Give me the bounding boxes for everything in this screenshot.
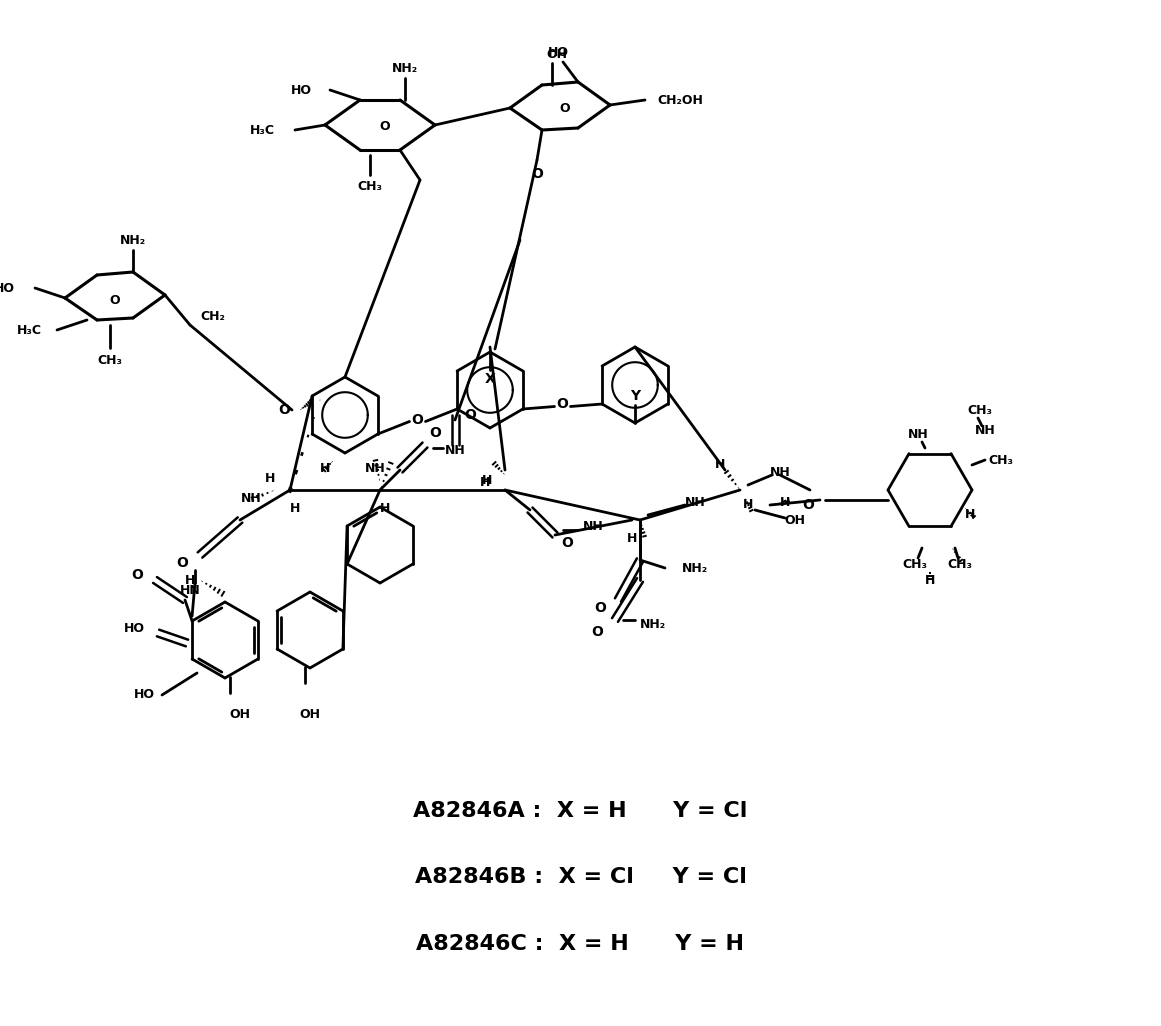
Text: O: O: [109, 293, 121, 307]
Text: H: H: [479, 475, 490, 488]
Text: H: H: [965, 509, 975, 521]
Text: NH: NH: [583, 520, 604, 534]
Text: O: O: [131, 568, 143, 582]
Text: HN: HN: [180, 584, 201, 596]
Text: H: H: [265, 472, 275, 484]
Text: O: O: [591, 625, 603, 639]
Text: Y: Y: [630, 389, 640, 403]
Text: O: O: [411, 412, 424, 427]
Text: O: O: [556, 397, 569, 411]
Text: H: H: [715, 459, 726, 472]
Text: NH: NH: [241, 491, 262, 505]
Text: CH₂: CH₂: [200, 311, 225, 323]
Text: OH: OH: [230, 709, 251, 721]
Text: NH₂: NH₂: [120, 235, 146, 247]
Text: HO: HO: [134, 688, 156, 702]
Text: H: H: [780, 496, 791, 509]
Text: CH₃: CH₃: [988, 453, 1014, 467]
Text: O: O: [560, 102, 570, 115]
Text: H: H: [925, 574, 936, 587]
Text: O: O: [531, 167, 543, 181]
Text: O: O: [464, 408, 476, 422]
Text: O: O: [430, 426, 441, 440]
Text: H: H: [482, 474, 492, 486]
Text: H: H: [743, 499, 753, 512]
Text: H: H: [185, 574, 195, 587]
Text: OH: OH: [785, 513, 806, 526]
Text: H₃C: H₃C: [17, 323, 42, 337]
Text: HO: HO: [124, 622, 145, 634]
Text: NH: NH: [974, 424, 995, 436]
Text: CH₃: CH₃: [358, 181, 382, 194]
Text: NH₂: NH₂: [682, 561, 708, 575]
Text: NH: NH: [685, 496, 706, 509]
Text: NH: NH: [445, 443, 466, 457]
Text: O: O: [279, 403, 290, 417]
Text: NH: NH: [365, 462, 385, 474]
Text: O: O: [594, 601, 606, 615]
Text: X: X: [484, 372, 496, 386]
Text: HO: HO: [0, 281, 15, 294]
Text: A82846C :  X = H      Y = H: A82846C : X = H Y = H: [417, 934, 744, 954]
Text: O: O: [380, 120, 390, 133]
Text: NH₂: NH₂: [392, 63, 418, 76]
Text: H: H: [627, 531, 637, 545]
Text: A82846B :  X = Cl     Y = Cl: A82846B : X = Cl Y = Cl: [414, 867, 747, 887]
Text: H: H: [319, 462, 330, 474]
Text: O: O: [561, 536, 572, 550]
Text: H: H: [290, 502, 301, 514]
Text: HO: HO: [548, 45, 569, 58]
Text: O: O: [176, 556, 188, 570]
Text: NH₂: NH₂: [640, 619, 666, 631]
Text: H: H: [380, 502, 390, 514]
Text: NH: NH: [770, 466, 791, 478]
Text: CH₃: CH₃: [967, 403, 993, 417]
Text: CH₃: CH₃: [947, 558, 973, 571]
Text: CH₃: CH₃: [902, 558, 928, 571]
Text: HO: HO: [291, 83, 312, 96]
Text: NH: NH: [908, 429, 929, 441]
Text: OH: OH: [547, 47, 568, 61]
Text: CH₃: CH₃: [98, 354, 123, 366]
Text: H₃C: H₃C: [250, 123, 275, 136]
Text: CH₂OH: CH₂OH: [657, 93, 702, 107]
Text: O: O: [802, 498, 814, 512]
Text: A82846A :  X = H      Y = Cl: A82846A : X = H Y = Cl: [413, 800, 748, 821]
Text: OH: OH: [300, 709, 320, 721]
